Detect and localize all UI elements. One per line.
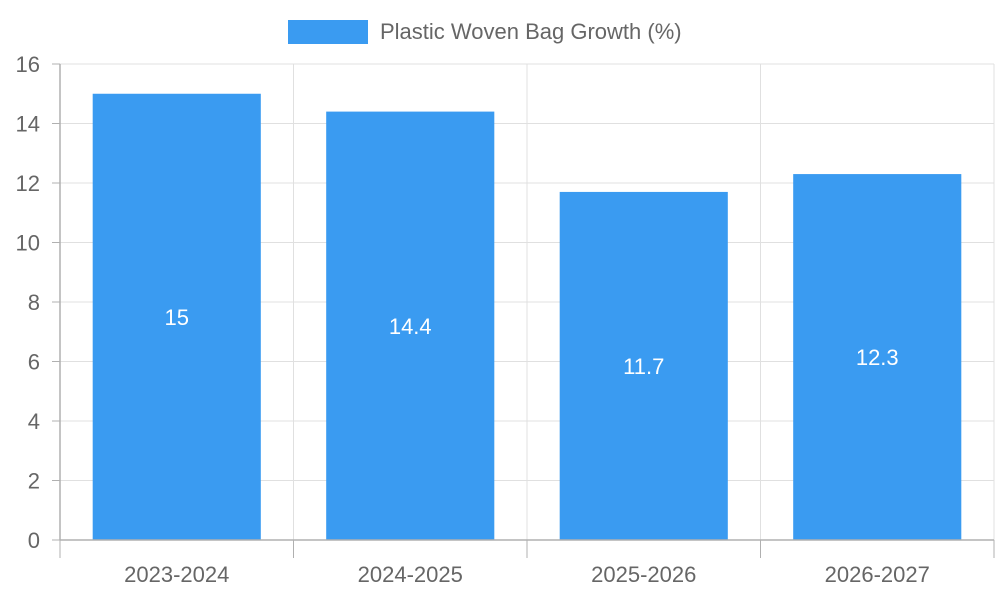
- bar-2023-2024[interactable]: [92, 93, 261, 540]
- bar-2025-2026[interactable]: [559, 191, 728, 541]
- x-tick-label: 2023-2024: [124, 562, 229, 587]
- y-tick-label: 4: [28, 409, 40, 434]
- x-tick-label: 2025-2026: [591, 562, 696, 587]
- value-label: 14.4: [389, 314, 432, 339]
- x-tick-label: 2026-2027: [825, 562, 930, 587]
- y-axis-ticks: 0 2 4 6 8 10 12 14 16: [16, 52, 60, 553]
- y-tick-label: 6: [28, 350, 40, 375]
- value-label: 11.7: [623, 354, 664, 379]
- x-axis-ticks: 2023-2024 2024-2025 2025-2026 2026-2027: [59, 540, 995, 587]
- bar-2024-2025[interactable]: [326, 111, 495, 540]
- y-tick-label: 16: [16, 52, 40, 77]
- y-tick-label: 12: [16, 171, 40, 196]
- y-tick-label: 2: [28, 469, 40, 494]
- legend-label[interactable]: Plastic Woven Bag Growth (%): [380, 19, 682, 44]
- bar-2026-2027[interactable]: [793, 174, 962, 540]
- legend-swatch[interactable]: [288, 20, 368, 44]
- value-label: 15: [165, 305, 189, 330]
- y-tick-label: 14: [16, 112, 40, 137]
- x-tick-label: 2024-2025: [358, 562, 463, 587]
- bars-group: [92, 93, 962, 541]
- value-label: 12.3: [856, 345, 899, 370]
- legend[interactable]: Plastic Woven Bag Growth (%): [288, 19, 682, 44]
- y-tick-label: 10: [16, 231, 40, 256]
- y-tick-label: 0: [28, 528, 40, 553]
- value-labels: 15 14.4 11.7 12.3: [165, 305, 899, 379]
- y-tick-label: 8: [28, 290, 40, 315]
